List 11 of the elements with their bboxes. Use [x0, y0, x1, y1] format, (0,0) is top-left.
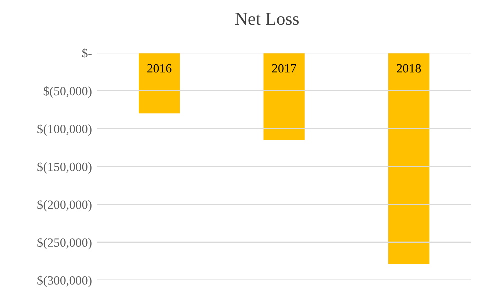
x-tick-label: 2018 — [397, 64, 422, 73]
y-tick-label: $- — [82, 48, 92, 58]
y-tick-label: $(150,000) — [38, 162, 92, 174]
chart-title: Net Loss — [235, 13, 299, 26]
y-tick-label: $(250,000) — [38, 238, 92, 250]
x-tick-label: 2016 — [148, 64, 172, 73]
y-tick-label: $(100,000) — [38, 124, 92, 136]
y-tick-label: $(300,000) — [38, 276, 92, 288]
y-tick-label: $(50,000) — [44, 86, 92, 98]
y-tick-label: $(200,000) — [38, 200, 92, 212]
x-tick-label: 2017 — [272, 64, 296, 73]
